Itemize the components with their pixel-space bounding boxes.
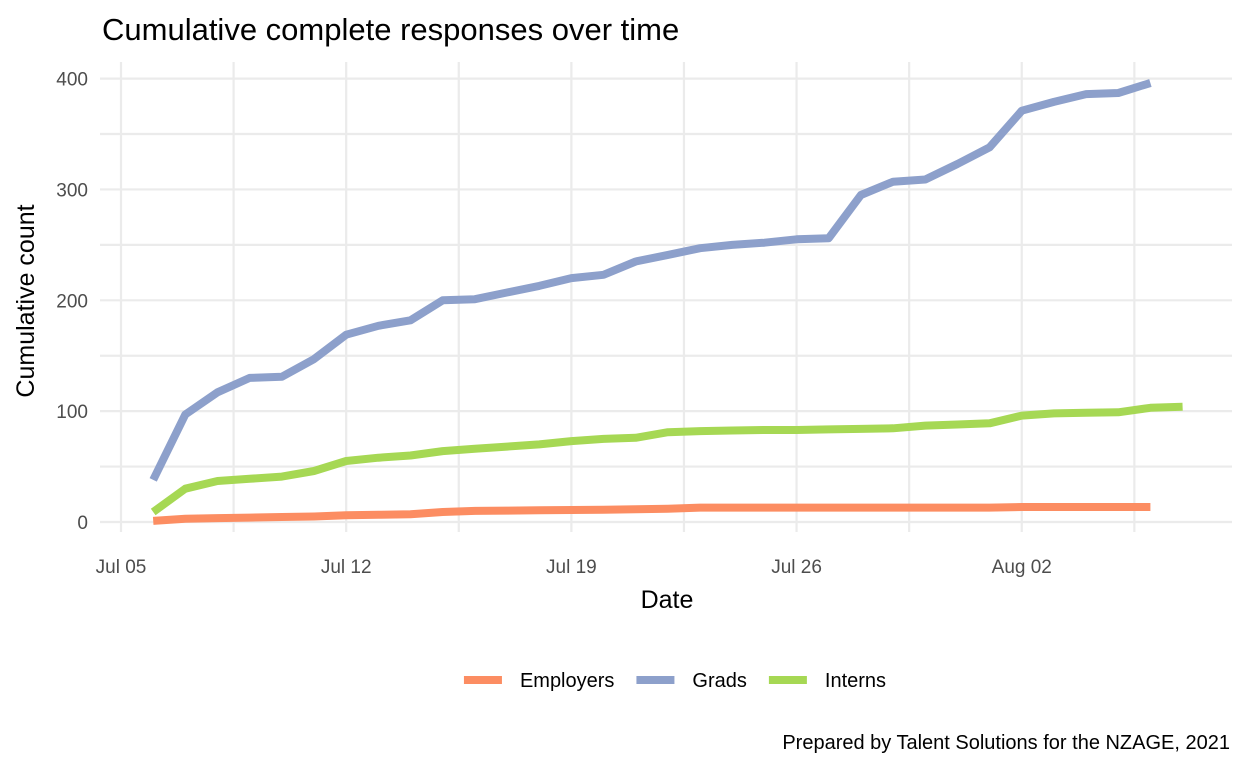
y-tick-label: 300	[56, 180, 88, 201]
x-axis-title: Date	[641, 586, 694, 614]
series-line-interns	[150, 402, 1183, 516]
y-tick-label: 100	[56, 402, 88, 423]
legend-label-interns: Interns	[825, 670, 886, 692]
x-tick-label: Jul 26	[771, 557, 822, 578]
chart-caption: Prepared by Talent Solutions for the NZA…	[782, 732, 1230, 754]
series-line-grads	[149, 79, 1152, 482]
legend-label-employers: Employers	[520, 670, 614, 692]
y-tick-label: 0	[77, 513, 88, 534]
series-line-employers	[152, 503, 1151, 525]
series-lines	[149, 79, 1183, 525]
legend-label-grads: Grads	[692, 670, 746, 692]
x-tick-label: Jul 05	[96, 557, 147, 578]
chart-title: Cumulative complete responses over time	[102, 12, 679, 47]
y-axis-title: Cumulative count	[12, 204, 40, 397]
x-tick-label: Jul 12	[321, 557, 372, 578]
y-tick-label: 400	[56, 70, 88, 91]
y-tick-labels: 0 100 200 300 400	[56, 70, 88, 534]
y-tick-label: 200	[56, 291, 88, 312]
legend: Employers Grads Interns	[463, 670, 886, 692]
x-tick-label: Jul 19	[546, 557, 597, 578]
gridlines	[100, 62, 1232, 532]
x-tick-label: Aug 02	[992, 557, 1052, 578]
x-tick-labels: Jul 05 Jul 12 Jul 19 Jul 26 Aug 02	[96, 557, 1052, 578]
